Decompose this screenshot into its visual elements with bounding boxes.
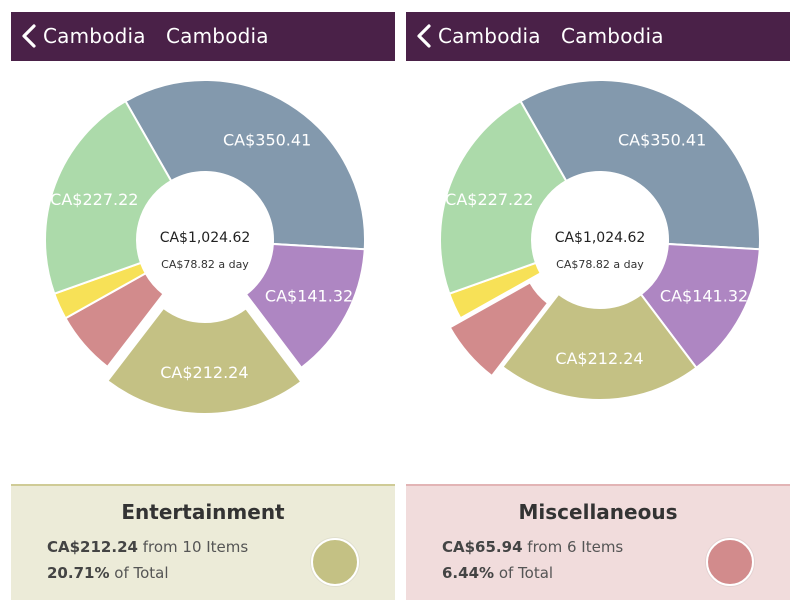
category-amount: CA$65.94: [442, 538, 523, 556]
center-total: CA$1,024.62: [160, 230, 251, 246]
category-percent: 20.71%: [47, 564, 110, 582]
slice-miscellaneous[interactable]: [448, 281, 550, 378]
panel-miscellaneous: Cambodia Cambodia CA$350.41 CA$141.32 CA$2…: [406, 0, 790, 600]
page-title: Cambodia: [166, 24, 269, 48]
category-color-swatch: [311, 538, 359, 586]
category-items: from 6 Items: [527, 538, 624, 556]
slice-label-entertainment: CA$212.24: [160, 363, 248, 382]
chevron-left-icon: [417, 24, 431, 48]
back-button[interactable]: Cambodia: [21, 21, 146, 51]
category-summary-card: Entertainment CA$212.24 from 10 Items 20…: [11, 484, 395, 600]
slice-label-green: CA$227.22: [445, 190, 533, 209]
slice-label-purple: CA$141.32: [265, 287, 353, 306]
page-title: Cambodia: [561, 24, 664, 48]
category-color-swatch: [706, 538, 754, 586]
category-percent-label: of Total: [114, 564, 169, 582]
donut-center: [532, 172, 668, 308]
donut-chart[interactable]: CA$350.41 CA$141.32 CA$212.24 CA$227.22 CA$1…: [406, 62, 790, 462]
category-percent-line: 6.44% of Total: [442, 564, 553, 582]
slice-green[interactable]: [44, 99, 173, 296]
donut-chart[interactable]: CA$350.41 CA$141.32 CA$212.24 CA$227.22 CA$1…: [11, 62, 395, 462]
chevron-left-icon: [22, 24, 36, 48]
slice-label-purple: CA$141.32: [660, 287, 748, 306]
panel-entertainment: Cambodia Cambodia CA$350.41 CA$141.32 CA$2…: [11, 0, 395, 600]
category-items: from 10 Items: [142, 538, 249, 556]
nav-bar: Cambodia Cambodia: [406, 12, 790, 61]
center-per-day: CA$78.82 a day: [556, 258, 644, 271]
back-button[interactable]: Cambodia: [416, 21, 541, 51]
slice-label-entertainment: CA$212.24: [555, 349, 643, 368]
center-total: CA$1,024.62: [555, 230, 646, 246]
slice-label-green: CA$227.22: [50, 190, 138, 209]
category-percent-label: of Total: [498, 564, 554, 582]
category-title: Miscellaneous: [518, 500, 678, 524]
category-title: Entertainment: [121, 500, 285, 524]
category-amount-line: CA$65.94 from 6 Items: [442, 538, 623, 556]
category-amount-line: CA$212.24 from 10 Items: [47, 538, 248, 556]
slice-entertainment[interactable]: [106, 306, 303, 415]
category-percent-line: 20.71% of Total: [47, 564, 169, 582]
category-summary-card: Miscellaneous CA$65.94 from 6 Items 6.44…: [406, 484, 790, 600]
back-label: Cambodia: [438, 24, 541, 48]
category-amount: CA$212.24: [47, 538, 138, 556]
center-per-day: CA$78.82 a day: [161, 258, 249, 271]
slice-green[interactable]: [439, 99, 568, 296]
slice-label-slate: CA$350.41: [223, 131, 311, 150]
back-label: Cambodia: [43, 24, 146, 48]
category-percent: 6.44%: [442, 564, 495, 582]
nav-bar: Cambodia Cambodia: [11, 12, 395, 61]
slice-label-slate: CA$350.41: [618, 131, 706, 150]
donut-center: [137, 172, 273, 308]
